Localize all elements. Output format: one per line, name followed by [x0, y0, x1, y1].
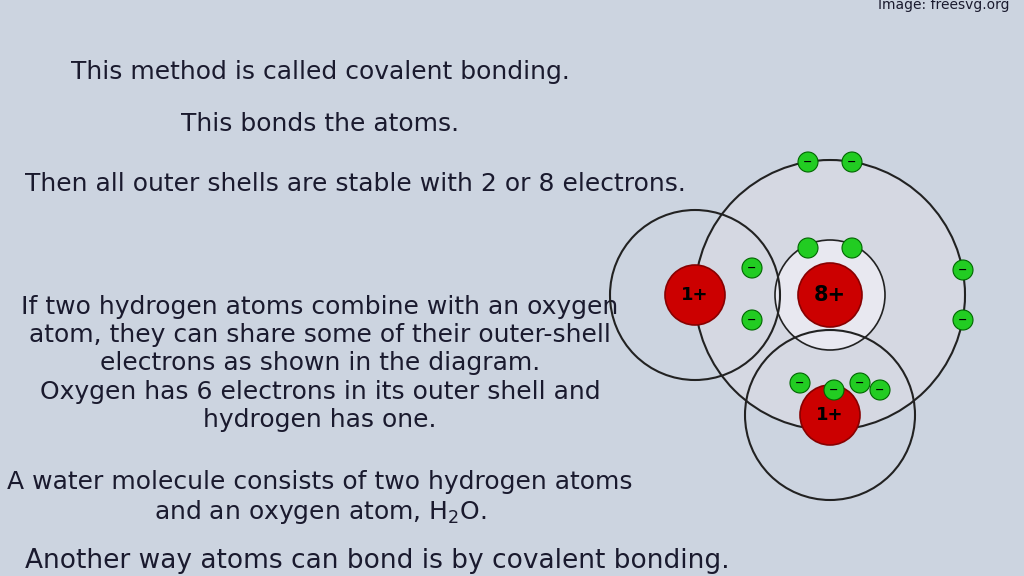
- Text: −: −: [748, 315, 757, 325]
- Circle shape: [824, 380, 844, 400]
- Text: Another way atoms can bond is by covalent bonding.: Another way atoms can bond is by covalen…: [25, 548, 730, 574]
- Text: −: −: [958, 315, 968, 325]
- Text: −: −: [829, 385, 839, 395]
- Circle shape: [953, 260, 973, 280]
- Text: −: −: [847, 157, 857, 167]
- Text: This method is called covalent bonding.: This method is called covalent bonding.: [71, 60, 569, 84]
- Text: Image: freesvg.org: Image: freesvg.org: [879, 0, 1010, 12]
- Text: 1+: 1+: [681, 286, 709, 304]
- Text: A water molecule consists of two hydrogen atoms: A water molecule consists of two hydroge…: [7, 470, 633, 494]
- Text: 8+: 8+: [814, 285, 846, 305]
- Circle shape: [800, 385, 860, 445]
- Circle shape: [870, 380, 890, 400]
- Text: −: −: [748, 263, 757, 273]
- Circle shape: [850, 373, 870, 393]
- Circle shape: [953, 310, 973, 330]
- Text: atom, they can share some of their outer-shell: atom, they can share some of their outer…: [29, 323, 611, 347]
- Text: −: −: [803, 157, 813, 167]
- Circle shape: [842, 152, 862, 172]
- Text: and an oxygen atom, H$_2$O.: and an oxygen atom, H$_2$O.: [154, 498, 486, 526]
- Text: If two hydrogen atoms combine with an oxygen: If two hydrogen atoms combine with an ox…: [22, 295, 618, 319]
- Circle shape: [695, 160, 965, 430]
- Text: −: −: [796, 378, 805, 388]
- Text: 1+: 1+: [816, 406, 844, 424]
- Circle shape: [775, 240, 885, 350]
- Text: Then all outer shells are stable with 2 or 8 electrons.: Then all outer shells are stable with 2 …: [25, 172, 686, 196]
- Text: Oxygen has 6 electrons in its outer shell and: Oxygen has 6 electrons in its outer shel…: [40, 380, 600, 404]
- Circle shape: [742, 258, 762, 278]
- Text: This bonds the atoms.: This bonds the atoms.: [181, 112, 459, 136]
- Circle shape: [842, 238, 862, 258]
- Circle shape: [742, 310, 762, 330]
- Text: hydrogen has one.: hydrogen has one.: [203, 408, 437, 432]
- Circle shape: [798, 238, 818, 258]
- Text: −: −: [958, 265, 968, 275]
- Circle shape: [665, 265, 725, 325]
- Text: −: −: [855, 378, 864, 388]
- Text: −: −: [876, 385, 885, 395]
- Circle shape: [790, 373, 810, 393]
- Circle shape: [798, 263, 862, 327]
- Circle shape: [798, 152, 818, 172]
- Text: electrons as shown in the diagram.: electrons as shown in the diagram.: [100, 351, 540, 375]
